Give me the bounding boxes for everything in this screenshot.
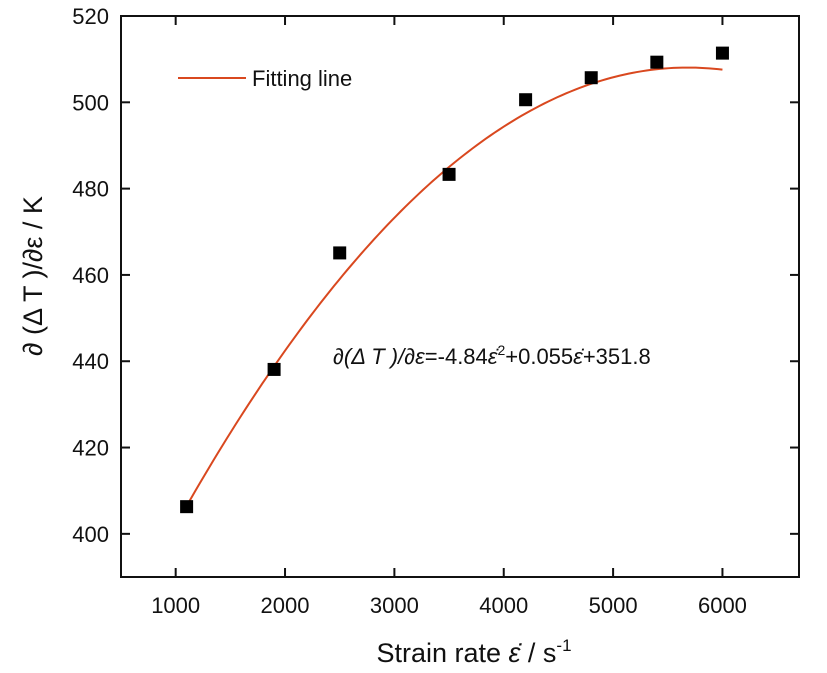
equation-coef-a: =-4.84 [425, 344, 488, 369]
x-tick-label: 3000 [370, 593, 419, 618]
equation-lhs: ∂(Δ T )/∂ε [333, 344, 425, 369]
y-tick-label: 440 [72, 349, 109, 374]
y-tick-label: 500 [72, 90, 109, 115]
y-tick-label: 420 [72, 436, 109, 461]
data-point [650, 55, 664, 69]
plot-area-frame [120, 15, 800, 578]
y-tick-label: 480 [72, 177, 109, 202]
x-tick-label: 5000 [589, 593, 638, 618]
data-point [180, 500, 194, 514]
data-point [715, 46, 729, 60]
data-point [333, 246, 347, 260]
data-point [442, 167, 456, 181]
fit-line-layer [185, 66, 723, 507]
y-axis-title: ∂ (Δ T )/∂ε / K [18, 196, 48, 356]
x-axis-title-symbol: ε̇ [509, 638, 523, 668]
fit-equation: ∂(Δ T )/∂ε=-4.84ε̇2+0.055ε̇+351.8 [333, 342, 651, 369]
data-points [180, 46, 729, 514]
y-tick-label: 400 [72, 522, 109, 547]
data-point [519, 93, 533, 107]
equation-constant: +351.8 [583, 344, 651, 369]
legend: Fitting line [178, 66, 352, 91]
plot-frame [120, 15, 800, 578]
axis-ticks: 1000 2000 3000 4000 5000 6000 400 420 440 460 480 5… [72, 4, 799, 618]
x-tick-label: 1000 [151, 593, 200, 618]
x-tick-label: 2000 [261, 593, 310, 618]
equation-exponent: 2 [497, 342, 505, 358]
equation-var-b: ε̇ [573, 344, 585, 369]
y-tick-label: 460 [72, 263, 109, 288]
x-axis-title: Strain rate ε̇ / s-1 [376, 636, 571, 668]
equation-var-a: ε̇ [488, 344, 500, 369]
x-axis-title-unit-sup: -1 [556, 636, 571, 655]
y-tick-label: 520 [72, 4, 109, 29]
equation-coef-b: +0.055 [505, 344, 573, 369]
legend-label: Fitting line [252, 66, 352, 91]
x-axis-title-prefix: Strain rate [376, 638, 508, 668]
x-tick-label: 6000 [698, 593, 747, 618]
data-point [584, 71, 598, 85]
x-tick-label: 4000 [479, 593, 528, 618]
x-axis-title-unit: / s [520, 638, 556, 668]
fit-line [185, 66, 723, 507]
data-point [267, 362, 281, 376]
